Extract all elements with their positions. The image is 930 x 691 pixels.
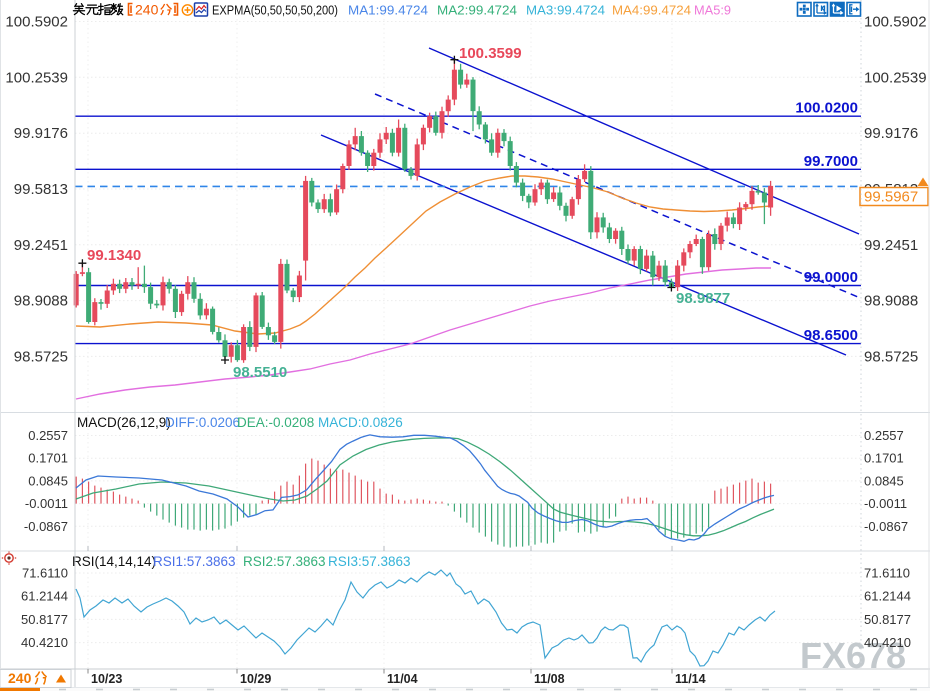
svg-text:99.1340: 99.1340 <box>87 247 141 264</box>
svg-text:0.1701: 0.1701 <box>28 451 68 466</box>
svg-text:MACD:0.0826: MACD:0.0826 <box>318 415 403 430</box>
svg-text:RSI2:57.3863: RSI2:57.3863 <box>243 554 326 569</box>
svg-text:DEA:-0.0208: DEA:-0.0208 <box>237 415 314 430</box>
svg-text:RSI3:57.3863: RSI3:57.3863 <box>328 554 411 569</box>
svg-text:100.2539: 100.2539 <box>864 69 927 86</box>
svg-text:10/29: 10/29 <box>240 672 271 686</box>
svg-text:MACD(26,12,9): MACD(26,12,9) <box>77 415 171 430</box>
svg-text:98.5725: 98.5725 <box>14 348 68 365</box>
svg-text:99.9176: 99.9176 <box>14 125 68 142</box>
svg-text:99.2451: 99.2451 <box>864 237 918 254</box>
svg-text:-0.0867: -0.0867 <box>864 519 908 534</box>
svg-text:RSI1:57.3863: RSI1:57.3863 <box>153 554 236 569</box>
svg-text:99.2451: 99.2451 <box>14 237 68 254</box>
svg-text:RSI(14,14,14): RSI(14,14,14) <box>72 554 156 569</box>
svg-text:98.5725: 98.5725 <box>864 348 918 365</box>
svg-text:MA3:99.4724: MA3:99.4724 <box>526 3 605 18</box>
svg-text:98.6500: 98.6500 <box>804 327 858 344</box>
svg-text:0.2557: 0.2557 <box>28 428 68 443</box>
svg-text:240: 240 <box>135 2 159 18</box>
svg-text:40.4210: 40.4210 <box>864 635 911 650</box>
svg-text:240: 240 <box>8 670 32 686</box>
svg-text:99.0000: 99.0000 <box>804 269 858 286</box>
svg-text:0.1701: 0.1701 <box>864 451 904 466</box>
svg-text:11/04: 11/04 <box>387 672 418 686</box>
svg-text:99.5967: 99.5967 <box>864 189 918 206</box>
svg-text:71.6110: 71.6110 <box>864 566 910 581</box>
svg-text:98.9088: 98.9088 <box>14 293 68 310</box>
svg-text:10/23: 10/23 <box>91 672 122 686</box>
svg-text:50.8177: 50.8177 <box>21 612 68 627</box>
svg-text:98.5510: 98.5510 <box>233 364 287 381</box>
svg-text:0.0845: 0.0845 <box>864 473 904 488</box>
svg-text:100.5902: 100.5902 <box>864 14 927 31</box>
svg-text:0.2557: 0.2557 <box>864 428 904 443</box>
svg-text:61.2144: 61.2144 <box>864 589 911 604</box>
svg-text:99.9176: 99.9176 <box>864 125 918 142</box>
svg-text:0.0845: 0.0845 <box>28 473 68 488</box>
svg-text:50.8177: 50.8177 <box>864 612 911 627</box>
svg-text:100.5902: 100.5902 <box>5 14 68 31</box>
svg-text:-0.0867: -0.0867 <box>24 519 68 534</box>
svg-text:-0.0011: -0.0011 <box>25 496 68 511</box>
svg-text:98.9877: 98.9877 <box>676 290 730 307</box>
svg-text:100.3599: 100.3599 <box>459 45 522 62</box>
svg-text:DIFF:0.0206: DIFF:0.0206 <box>165 415 240 430</box>
svg-text:61.2144: 61.2144 <box>21 589 68 604</box>
svg-text:-0.0011: -0.0011 <box>864 496 907 511</box>
svg-text:98.9088: 98.9088 <box>864 293 918 310</box>
svg-text:100.0200: 100.0200 <box>795 100 858 117</box>
svg-text:11/14: 11/14 <box>675 672 706 686</box>
svg-text:EXPMA(50,50,50,50,200): EXPMA(50,50,50,50,200) <box>212 4 338 18</box>
svg-text:MA2:99.4724: MA2:99.4724 <box>437 3 517 18</box>
svg-text:MA5:9: MA5:9 <box>694 3 731 18</box>
svg-text:99.7000: 99.7000 <box>804 153 858 170</box>
svg-text:40.4210: 40.4210 <box>21 635 68 650</box>
svg-text:71.6110: 71.6110 <box>22 566 68 581</box>
svg-text:MA1:99.4724: MA1:99.4724 <box>348 3 428 18</box>
svg-text:11/08: 11/08 <box>534 672 565 686</box>
svg-text:99.5813: 99.5813 <box>14 181 68 198</box>
svg-text:MA4:99.4724: MA4:99.4724 <box>612 3 691 18</box>
svg-text:100.2539: 100.2539 <box>5 69 68 86</box>
